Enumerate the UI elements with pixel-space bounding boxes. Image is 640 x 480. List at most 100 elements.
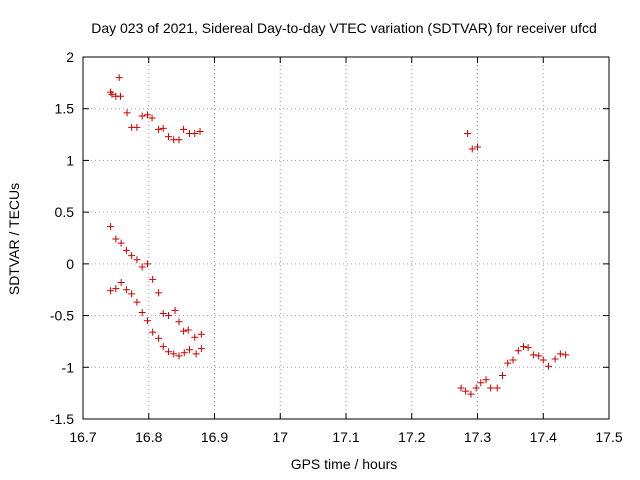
data-point <box>159 343 167 351</box>
grid-lines <box>83 57 609 419</box>
data-point <box>138 112 146 120</box>
x-tick-label: 17.1 <box>332 429 359 445</box>
y-tick-label: -0.5 <box>50 308 74 324</box>
x-tick-label: 17.5 <box>595 429 622 445</box>
x-tick-label: 17.4 <box>530 429 557 445</box>
y-axis-label: SDTVAR / TECUs <box>6 183 22 295</box>
data-point <box>467 390 475 398</box>
y-tick-label: 0.5 <box>55 204 75 220</box>
x-tick-label: 17.3 <box>464 429 491 445</box>
data-point <box>472 384 480 392</box>
data-point <box>149 328 157 336</box>
data-point <box>116 92 124 100</box>
data-point <box>493 384 501 392</box>
x-tick-label: 16.9 <box>201 429 228 445</box>
data-point <box>196 127 204 135</box>
y-tick-label: -1.5 <box>50 411 74 427</box>
data-point <box>128 252 136 260</box>
data-point <box>164 348 172 356</box>
data-point <box>498 372 506 380</box>
data-point <box>171 306 179 314</box>
data-point <box>112 285 120 293</box>
data-point <box>155 334 163 342</box>
data-point <box>180 349 188 357</box>
data-point <box>108 90 116 98</box>
data-point <box>482 376 490 384</box>
data-point <box>539 356 547 364</box>
data-point <box>143 260 151 268</box>
x-tick-label: 17.2 <box>398 429 425 445</box>
data-point <box>180 327 188 335</box>
y-tick-label: 0 <box>66 256 74 272</box>
data-point <box>107 287 115 295</box>
data-point <box>138 308 146 316</box>
data-point <box>197 330 205 338</box>
data-point <box>464 130 472 138</box>
data-point <box>180 125 188 133</box>
data-point <box>191 130 199 138</box>
data-point <box>556 350 564 358</box>
data-point <box>149 275 157 283</box>
data-point <box>468 145 476 153</box>
data-point <box>128 290 136 298</box>
data-point <box>112 235 120 243</box>
data-point <box>191 333 199 341</box>
data-point <box>133 256 141 264</box>
data-point <box>170 350 178 358</box>
data-point <box>514 347 522 355</box>
data-point <box>175 136 183 144</box>
data-point <box>524 344 532 352</box>
data-point <box>138 263 146 271</box>
data-point <box>159 310 167 318</box>
data-point <box>133 123 141 131</box>
data-point <box>462 387 470 395</box>
data-point <box>551 355 559 363</box>
data-point <box>117 239 125 247</box>
data-point <box>509 356 517 364</box>
data-point <box>186 346 194 354</box>
data-point <box>529 351 537 359</box>
data-point <box>159 124 167 132</box>
data-point <box>117 278 125 286</box>
data-point <box>107 223 115 231</box>
data-point <box>192 350 200 358</box>
data-point <box>143 317 151 325</box>
data-point <box>143 111 151 119</box>
data-point <box>164 133 172 141</box>
data-points <box>107 74 570 398</box>
data-point <box>148 114 156 122</box>
data-point <box>477 379 485 387</box>
data-point <box>133 298 141 306</box>
data-point <box>474 143 481 151</box>
data-point <box>520 343 528 351</box>
data-point <box>175 318 183 326</box>
data-point <box>155 289 163 297</box>
x-tick-label: 17 <box>272 429 288 445</box>
y-tick-label: 1.5 <box>55 101 75 117</box>
data-point <box>164 312 172 320</box>
data-point <box>535 352 543 360</box>
data-point <box>122 286 130 294</box>
x-tick-label: 16.8 <box>135 429 162 445</box>
x-tick-labels: 16.7 16.8 16.9 17 17.1 17.2 17.3 17.4 17.5 <box>69 429 622 445</box>
x-axis-label: GPS time / hours <box>291 456 398 472</box>
data-point <box>457 384 465 392</box>
data-point <box>184 326 192 334</box>
data-point <box>545 362 553 370</box>
data-point <box>197 345 205 353</box>
y-tick-label: 2 <box>66 49 74 65</box>
chart-title: Day 023 of 2021, Sidereal Day-to-day VTE… <box>91 20 597 36</box>
y-tick-labels: -1.5 -1 -0.5 0 0.5 1 1.5 2 <box>50 49 74 427</box>
data-point <box>487 384 495 392</box>
y-tick-label: -1 <box>62 359 75 375</box>
data-point <box>504 359 512 367</box>
x-tick-label: 16.7 <box>69 429 96 445</box>
data-point <box>155 125 163 133</box>
data-point <box>562 351 570 359</box>
data-point <box>175 352 183 360</box>
y-tick-label: 1 <box>66 152 74 168</box>
plot-frame <box>82 56 610 420</box>
data-point <box>122 246 130 254</box>
